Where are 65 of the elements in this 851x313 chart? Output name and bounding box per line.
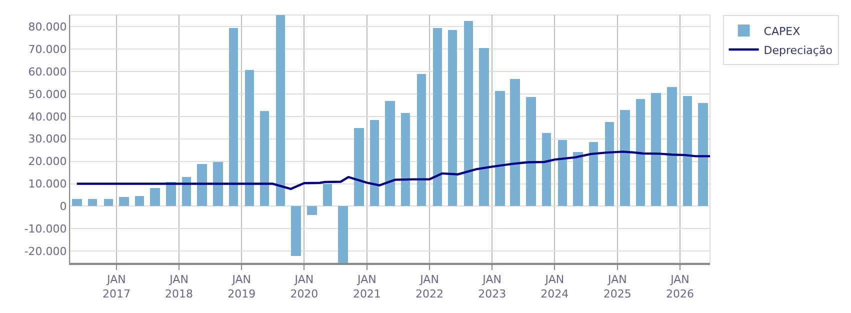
y-tick-label: 60.000 <box>28 65 67 78</box>
bar <box>72 199 82 206</box>
bar <box>88 199 97 206</box>
x-tick-label: JAN 2020 <box>290 273 318 300</box>
x-tick-label: JAN 2018 <box>165 273 194 300</box>
line-series <box>76 150 710 190</box>
bar <box>636 99 645 206</box>
bar <box>323 184 332 206</box>
x-tick-label: JAN 2021 <box>352 273 381 300</box>
bar <box>433 28 442 206</box>
bar <box>182 177 191 206</box>
bar <box>464 21 473 206</box>
x-tick-label: JAN 2023 <box>478 273 506 300</box>
x-tick-label: JAN 2017 <box>102 273 130 300</box>
bar <box>479 48 489 206</box>
bar <box>667 87 677 206</box>
legend-label: CAPEX <box>764 24 801 38</box>
x-tick-label: JAN 2026 <box>666 273 694 300</box>
y-tick-label: 10.000 <box>28 178 67 191</box>
y-tick-label: 20.000 <box>28 155 67 168</box>
bar <box>510 79 520 206</box>
bar <box>119 197 129 206</box>
y-tick-label: -10.000 <box>24 222 67 236</box>
bar <box>276 15 285 206</box>
y-tick-label: 0 <box>60 200 67 214</box>
bar <box>135 196 144 206</box>
bar <box>448 30 457 206</box>
bar <box>338 206 348 263</box>
bar <box>401 113 410 206</box>
x-tick-label: JAN 2024 <box>540 273 569 300</box>
bar <box>558 140 567 206</box>
x-tick-label: JAN 2025 <box>603 273 632 300</box>
bar <box>698 103 708 206</box>
bar <box>213 162 223 206</box>
x-tick-label: JAN 2022 <box>416 273 444 300</box>
bar <box>683 96 692 206</box>
bar <box>166 182 176 206</box>
bar <box>651 93 661 206</box>
bar <box>495 91 505 206</box>
bar <box>417 74 426 206</box>
bar <box>354 128 364 206</box>
y-tick-label: 50.000 <box>28 88 67 101</box>
bar <box>307 206 317 215</box>
y-tick-label: -20.000 <box>24 244 67 258</box>
y-tick-label: 40.000 <box>28 110 67 124</box>
y-tick-label: 70.000 <box>28 42 67 56</box>
x-tick-label: JAN 2019 <box>228 273 256 300</box>
bar <box>542 133 551 206</box>
bar <box>370 120 379 206</box>
bar <box>605 122 614 206</box>
y-tick-label: 80.000 <box>28 20 67 34</box>
bar <box>197 164 207 206</box>
bar <box>385 101 395 206</box>
bar <box>150 188 160 206</box>
bar <box>104 199 113 206</box>
bar <box>526 97 536 206</box>
bar <box>589 142 598 206</box>
bar <box>260 111 269 206</box>
bar <box>229 28 238 206</box>
bar <box>573 152 583 206</box>
bar <box>291 206 301 256</box>
bar <box>620 110 630 206</box>
y-tick-label: 30.000 <box>28 132 67 146</box>
bar <box>245 70 254 206</box>
legend-label: Depreciação <box>764 44 833 57</box>
